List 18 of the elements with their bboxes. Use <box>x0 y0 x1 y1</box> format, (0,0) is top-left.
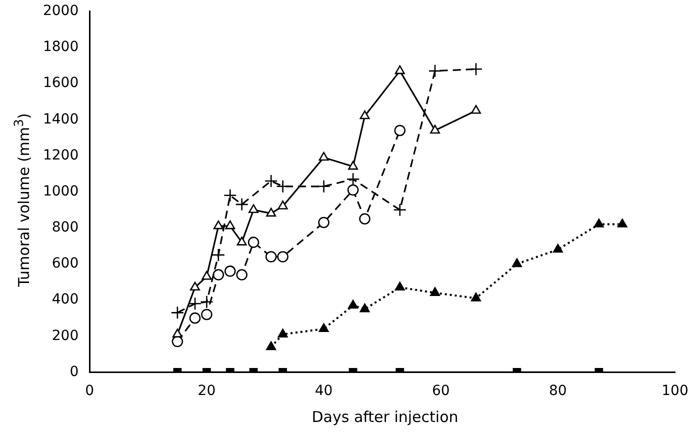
y-tick-label: 1600 <box>42 75 79 92</box>
y-tick-label: 2000 <box>42 3 79 20</box>
x-tick-label: 0 <box>85 383 94 400</box>
x-tick-label: 20 <box>198 383 216 400</box>
y-tick-label: 400 <box>52 292 79 308</box>
y-tick-label: 1000 <box>42 183 79 200</box>
y-tick-label: 1800 <box>42 39 79 56</box>
x-tick-label: 80 <box>549 383 567 400</box>
x-tick-label: 60 <box>432 383 450 400</box>
y-tick-label: 200 <box>52 328 79 344</box>
x-axis-title: Days after injection <box>312 408 458 426</box>
y-tick-label: 600 <box>52 256 79 272</box>
y-tick-label: 1400 <box>42 111 79 128</box>
y-tick-label: 800 <box>52 220 79 236</box>
y-tick-label: 1200 <box>42 147 79 164</box>
x-tick-label: 100 <box>662 383 688 400</box>
y-tick-label: 0 <box>70 364 79 380</box>
x-tick-label: 40 <box>314 383 333 400</box>
